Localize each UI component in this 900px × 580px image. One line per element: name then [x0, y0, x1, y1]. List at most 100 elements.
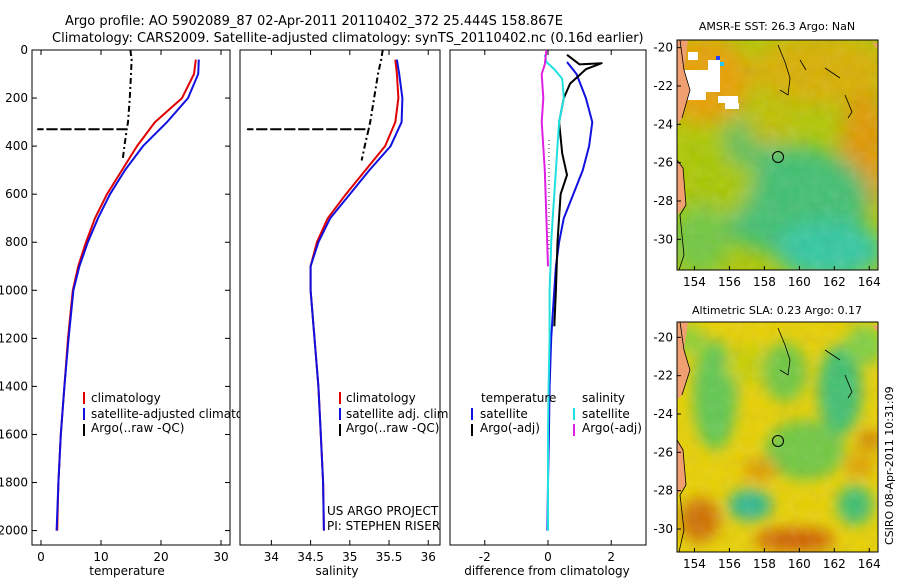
legend-header-salinity: salinity — [582, 391, 625, 405]
map-x-tick-label: 158 — [753, 557, 776, 571]
side-timestamp: CSIRO 08-Apr-2011 10:31:09 — [883, 386, 896, 545]
figure-title-line2: Climatology: CARS2009. Satellite-adjuste… — [52, 31, 644, 46]
sst-map-image — [677, 40, 878, 270]
map-x-tick-label: 164 — [858, 557, 881, 571]
temperature-series — [37, 49, 200, 531]
project-annotation: US ARGO PROJECT — [327, 504, 439, 518]
temperature-x-axis: 0 10 20 30 — [37, 50, 229, 564]
map-y-tick-label: -30 — [653, 522, 673, 536]
map-x-tick-label: 154 — [683, 557, 706, 571]
map-y-tick-label: -24 — [653, 407, 673, 421]
temperature-plot-frame — [31, 49, 231, 546]
sst-map-axes: 154 156 158 160 162 164 -20 -22 -24 -26 -28 -30 — [653, 41, 880, 289]
map-x-tick-label: 156 — [718, 275, 741, 289]
y-tick-label: 1000 — [0, 283, 28, 297]
sla-map-title: Altimetric SLA: 0.23 Argo: 0.17 — [692, 304, 862, 317]
legend-label-satellite: satellite-adjusted climatology — [91, 407, 269, 421]
x-tick-label: 20 — [153, 550, 168, 564]
x-tick-label: 34 — [264, 550, 279, 564]
sst-map-title: AMSR-E SST: 26.3 Argo: NaN — [699, 20, 855, 33]
legend-label-satellite: satellite adj. clim. — [346, 407, 452, 421]
series-line-argo-raw-qc- — [37, 49, 133, 161]
legend-label-climatology: climatology — [91, 391, 161, 405]
y-tick-label: 2000 — [0, 524, 28, 538]
difference-series — [540, 49, 603, 531]
map-y-tick-label: -26 — [653, 445, 673, 459]
temperature-x-label: temperature — [89, 564, 164, 578]
series-line-satellite-adj-clim- — [309, 59, 404, 531]
legend-label-temp-satellite: satellite — [480, 407, 528, 421]
temperature-legend: climatology satellite-adjusted climatolo… — [83, 391, 269, 436]
map-y-tick-label: -22 — [653, 79, 673, 93]
y-tick-label: 200 — [5, 91, 28, 105]
map-x-tick-label: 160 — [788, 275, 811, 289]
map-y-tick-label: -30 — [653, 232, 673, 246]
x-tick-label: 0 — [37, 550, 45, 564]
x-tick-label: 2 — [607, 550, 615, 564]
map-x-tick-label: 158 — [753, 275, 776, 289]
map-x-tick-label: 162 — [823, 557, 846, 571]
legend-label-climatology: climatology — [346, 391, 416, 405]
series-line-argo-raw-qc- — [246, 49, 384, 161]
sst-map-frame — [676, 39, 879, 271]
y-tick-label: 1800 — [0, 476, 28, 490]
sst-map-panel: AMSR-E SST: 26.3 Argo: NaN — [653, 20, 880, 289]
y-tick-label: 1200 — [0, 331, 28, 345]
map-y-tick-label: -24 — [653, 117, 673, 131]
legend-label-temp-argo: Argo(-adj) — [480, 421, 540, 435]
salinity-x-label: salinity — [315, 564, 358, 578]
y-tick-label: 800 — [5, 235, 28, 249]
y-tick-label: 600 — [5, 187, 28, 201]
map-y-tick-label: -20 — [653, 330, 673, 344]
map-x-tick-label: 154 — [683, 275, 706, 289]
x-tick-label: 10 — [93, 550, 108, 564]
x-tick-label: 36 — [421, 550, 436, 564]
map-y-tick-label: -26 — [653, 156, 673, 170]
y-tick-label: 1600 — [0, 427, 28, 441]
series-line-satellite-adjusted-climatology — [55, 59, 200, 531]
figure-title-line1: Argo profile: AO 5902089_87 02-Apr-2011 … — [65, 14, 563, 29]
map-y-tick-label: -22 — [653, 369, 673, 383]
series-line-salinity-satellite — [543, 54, 565, 531]
legend-label-sal-argo: Argo(-adj) — [582, 421, 642, 435]
map-x-tick-label: 160 — [788, 557, 811, 571]
salinity-legend: climatology satellite adj. clim. Argo(..… — [339, 391, 452, 436]
x-tick-label: -2 — [479, 550, 491, 564]
sla-map-panel: Altimetric SLA: 0.23 Argo: 0.17 — [653, 304, 880, 571]
legend-label-argo: Argo(..raw -QC) — [91, 421, 184, 435]
salinity-plot-frame — [239, 49, 441, 546]
sla-float-position-marker — [772, 435, 784, 447]
salinity-series — [246, 49, 404, 531]
map-x-tick-label: 164 — [858, 275, 881, 289]
difference-legend: temperature satellite Argo(-adj) salinit… — [471, 391, 642, 436]
map-y-tick-label: -28 — [653, 194, 673, 208]
x-tick-label: 0 — [544, 550, 552, 564]
series-line-salinity-argo-adj- — [540, 49, 549, 267]
map-x-tick-label: 156 — [718, 557, 741, 571]
y-tick-label: 0 — [20, 43, 28, 57]
y-tick-label: 400 — [5, 139, 28, 153]
map-y-tick-label: -28 — [653, 484, 673, 498]
difference-panel: -2 0 2 difference from climatology tempera… — [449, 49, 647, 578]
y-tick-label: 1400 — [0, 379, 28, 393]
x-tick-label: 35 — [342, 550, 357, 564]
difference-x-label: difference from climatology — [464, 564, 630, 578]
map-y-tick-label: -20 — [653, 41, 673, 55]
legend-label-argo: Argo(..raw -QC) — [346, 421, 439, 435]
sla-map-image — [677, 322, 878, 552]
pi-annotation: PI: STEPHEN RISER — [327, 519, 440, 533]
sst-float-position-marker — [772, 151, 784, 163]
sla-map-frame — [676, 321, 879, 553]
difference-x-axis: -2 0 2 — [479, 50, 615, 564]
legend-label-sal-satellite: satellite — [582, 407, 630, 421]
map-x-tick-label: 162 — [823, 275, 846, 289]
x-tick-label: 30 — [213, 550, 228, 564]
x-tick-label: 35.5 — [376, 550, 403, 564]
sla-map-axes: 154 156 158 160 162 164 -20 -22 -24 -26 -28 -30 — [653, 330, 880, 571]
salinity-x-axis: 34 34.5 35 35.5 36 — [264, 50, 436, 564]
legend-header-temperature: temperature — [481, 391, 556, 405]
salinity-panel: 34 34.5 35 35.5 36 salinity climatology sate… — [239, 49, 452, 578]
x-tick-label: 34.5 — [297, 550, 324, 564]
